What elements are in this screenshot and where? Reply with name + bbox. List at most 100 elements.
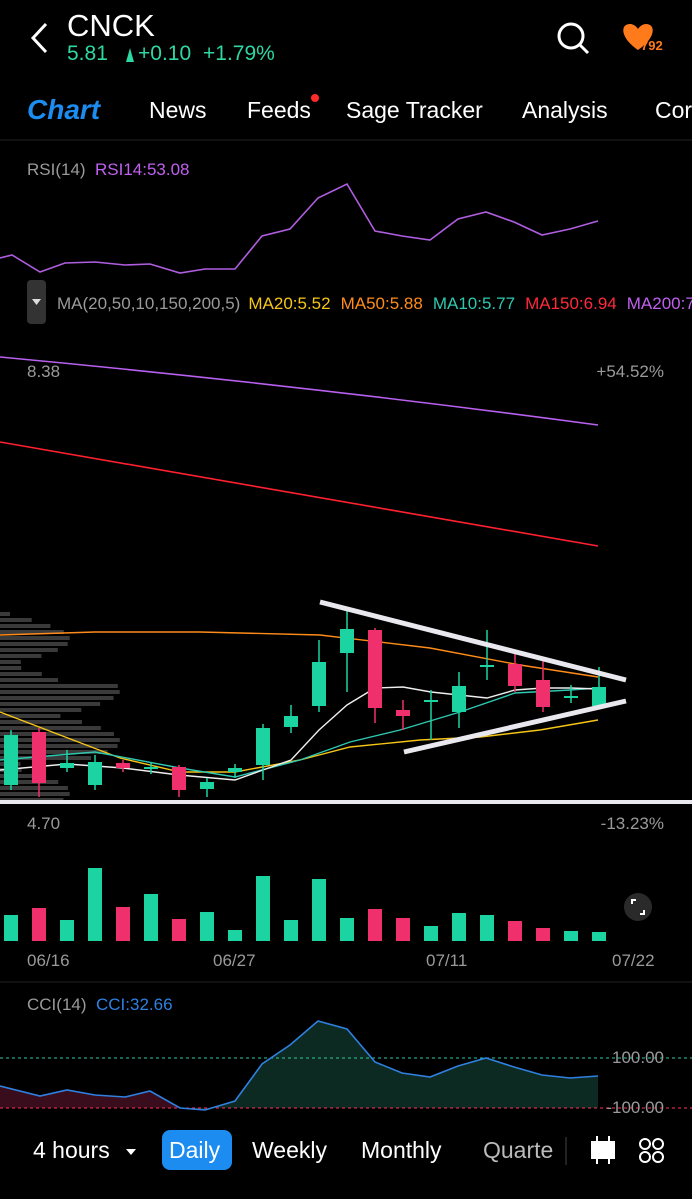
- rsi-value: RSI14:53.08: [95, 160, 190, 179]
- cci-line: [0, 1020, 599, 1111]
- search-icon[interactable]: [557, 22, 585, 50]
- tab[interactable]: Feeds: [247, 97, 311, 123]
- symbol: CNCK: [67, 8, 155, 43]
- volume-bar: [480, 915, 494, 941]
- volume-bar: [172, 919, 186, 941]
- volume-bar: [256, 876, 270, 941]
- tab[interactable]: Sage Tracker: [346, 97, 483, 123]
- ma-item: MA200:7.93: [626, 294, 692, 313]
- axis-high-pct: +54.52%: [596, 362, 664, 381]
- volume-bars: [4, 868, 606, 941]
- volume-bar: [452, 913, 466, 941]
- candle-body: [480, 665, 494, 667]
- volume-bar: [4, 915, 18, 941]
- volume-profile-bar: [0, 636, 70, 640]
- volume-bar: [340, 918, 354, 941]
- volume-profile-bar: [0, 666, 22, 670]
- period[interactable]: Quarte: [483, 1137, 554, 1163]
- candle-body: [396, 710, 410, 716]
- candle-body: [32, 732, 46, 783]
- candle-body: [172, 767, 186, 790]
- period[interactable]: 4 hours: [33, 1137, 110, 1163]
- chart-tab[interactable]: Chart: [27, 94, 101, 125]
- trendline: [319, 599, 627, 683]
- grid-icon[interactable]: [639, 1138, 664, 1163]
- volume-bar: [200, 912, 214, 941]
- cci-area: [0, 1021, 598, 1110]
- candle-icon[interactable]: [591, 1136, 615, 1164]
- price: 5.81: [67, 42, 108, 65]
- ma200-line: [0, 356, 599, 426]
- candle-body: [564, 696, 578, 698]
- volume-profile-bar: [0, 684, 118, 688]
- volume-profile-bar: [0, 660, 21, 664]
- volume-profile-bar: [0, 780, 59, 784]
- candle-body: [284, 716, 298, 727]
- cci-upper: 100.00: [612, 1048, 664, 1067]
- candle-body: [228, 768, 242, 772]
- heart-icon[interactable]: [623, 24, 653, 50]
- volume-bar: [32, 908, 46, 941]
- volume-profile-bar: [0, 648, 58, 652]
- candle-body: [536, 680, 550, 707]
- candle-body: [144, 767, 158, 769]
- fullscreen-button[interactable]: [624, 893, 652, 921]
- volume-profile-bar: [0, 654, 42, 658]
- volume-profile-bar: [0, 612, 10, 616]
- caret: [32, 299, 41, 305]
- ma-item: MA50:5.88: [340, 294, 423, 313]
- period[interactable]: Weekly: [252, 1137, 327, 1163]
- period-active-bg: [162, 1130, 232, 1170]
- candle-body: [116, 763, 130, 768]
- ma-item: MA150:6.94: [525, 294, 617, 313]
- volume-profile-bar: [0, 738, 120, 742]
- volume-profile-bar: [0, 750, 108, 754]
- volume-bar: [564, 931, 578, 941]
- back-icon[interactable]: [30, 22, 48, 54]
- axis-low-pct: -13.23%: [600, 814, 664, 833]
- fullscreen-icon: [631, 899, 645, 915]
- volume-profile-bar: [0, 702, 101, 706]
- volume-profile-bar: [0, 678, 59, 682]
- cci-lower: -100.00: [606, 1098, 664, 1117]
- likes: 792: [641, 38, 663, 53]
- tab[interactable]: Cor: [655, 97, 692, 123]
- candle-body: [508, 664, 522, 686]
- ma-legend: MA(20,50,10,150,200,5) MA20:5.52 MA50:5.88…: [57, 291, 692, 316]
- period-active[interactable]: Daily: [169, 1137, 221, 1163]
- candle-body: [312, 662, 326, 706]
- volume-bar: [536, 928, 550, 941]
- volume-bar: [368, 909, 382, 941]
- ma-label: MA(20,50,10,150,200,5): [57, 294, 241, 313]
- caret: [126, 1149, 136, 1155]
- volume-bar: [88, 868, 102, 941]
- volume-profile-bar: [0, 714, 61, 718]
- notification-dot: [311, 94, 319, 102]
- candle-body: [340, 629, 354, 653]
- period[interactable]: Monthly: [361, 1137, 442, 1163]
- volume-profile-bar: [0, 642, 68, 646]
- volume-bar: [116, 907, 130, 941]
- candle-body: [452, 686, 466, 712]
- date: 06/16: [27, 951, 70, 970]
- volume-bar: [144, 894, 158, 941]
- volume-profile-bar: [0, 624, 51, 628]
- tab[interactable]: Analysis: [522, 97, 608, 123]
- volume-bar: [228, 930, 242, 941]
- ma150-line: [0, 441, 599, 547]
- cci-label: CCI(14): [27, 995, 87, 1014]
- axis-high: 8.38: [27, 362, 61, 381]
- volume-bar: [396, 918, 410, 941]
- volume-bar: [312, 879, 326, 941]
- volume-profile-bar: [0, 744, 118, 748]
- volume-bar: [592, 932, 606, 941]
- tab[interactable]: News: [149, 97, 207, 123]
- volume-profile-bar: [0, 630, 64, 634]
- volume-profile-bar: [0, 696, 114, 700]
- volume-profile-bar: [0, 786, 68, 790]
- volume-bar: [424, 926, 438, 941]
- search-icon-handle: [578, 43, 590, 55]
- change: +0.10: [138, 42, 192, 65]
